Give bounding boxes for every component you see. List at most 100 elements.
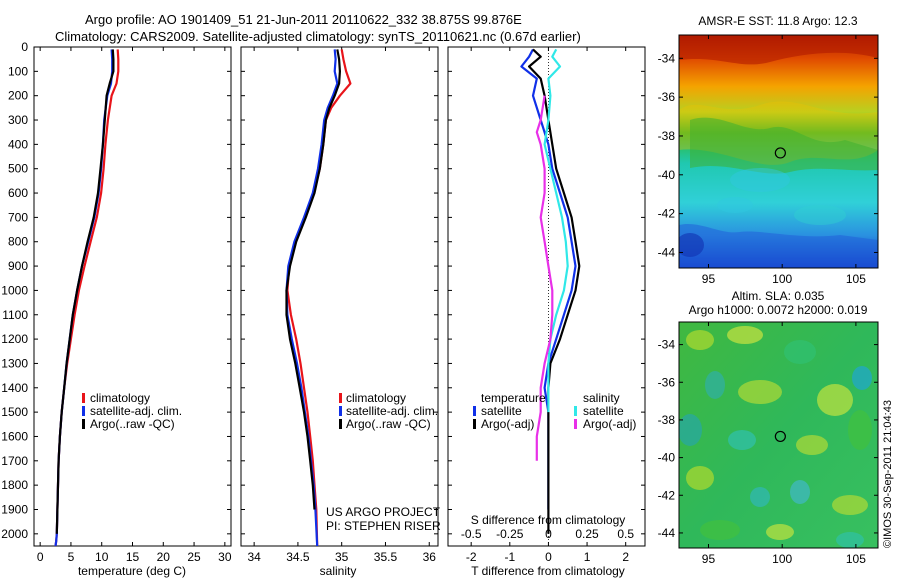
temperature-legend: climatology satellite-adj. clim. Argo(..…	[82, 391, 182, 431]
sst-map-frame	[678, 34, 879, 269]
depth-tick-label: 1400	[1, 381, 28, 395]
sla-anomaly-blob	[700, 520, 740, 540]
legend-label-temp-argo: Argo(-adj)	[481, 417, 534, 431]
lat-tick-label: -44	[658, 526, 676, 540]
lat-tick-label: -36	[658, 90, 676, 104]
difference-panel: -2 -1 0 1 2 -0.5 -0.25 0 0.25 0.5 T difference fr…	[447, 46, 646, 578]
lat-tick-label: -44	[658, 245, 676, 259]
sla-anomaly-blob	[790, 480, 810, 504]
temperature-x-axis: 0 5 10 15 20 25 30	[34, 46, 232, 564]
x-tick-label: 34	[247, 550, 261, 564]
depth-tick-label: 300	[8, 113, 28, 127]
lat-tick-label: -38	[658, 413, 676, 427]
argo-location-marker	[774, 430, 786, 443]
difference-x-axis: -2 -1 0 1 2 -0.5 -0.25 0 0.25 0.5	[448, 46, 645, 564]
legend-label-satellite-adj: satellite-adj. clim.	[346, 404, 438, 418]
legend-swatch-argo	[82, 419, 85, 429]
salinity-panel: 34 34.5 35 35.5 36 salinity climatology sate…	[240, 46, 441, 578]
legend-header-temperature: temperature	[481, 391, 546, 405]
x-tick-label: 36	[423, 550, 437, 564]
depth-tick-label: 1600	[1, 429, 28, 443]
s-difference-x-label: S difference from climatology	[471, 513, 626, 527]
legend-swatch-satellite-adj	[339, 406, 342, 416]
x2-tick-label: 0	[545, 527, 552, 541]
x-tick-label: 35	[335, 550, 349, 564]
legend-label-sal-satellite: satellite	[583, 404, 624, 418]
legend-swatch-temp-satellite	[473, 406, 476, 416]
depth-tick-label: 1900	[1, 502, 28, 516]
lat-tick-label: -38	[658, 129, 676, 143]
lat-tick-label: -40	[658, 168, 676, 182]
legend-swatch-sal-argo	[574, 419, 577, 429]
sla-anomaly-blob	[750, 487, 770, 507]
x-tick-label: 5	[68, 550, 75, 564]
sla-map-title-2: Argo h1000: 0.0072 h2000: 0.019	[689, 303, 868, 317]
sla-anomaly-blob	[738, 380, 782, 404]
salinity-legend: climatology satellite-adj. clim. Argo(..…	[339, 391, 438, 431]
sla-anomaly-blob	[832, 495, 868, 515]
legend-swatch-argo	[339, 419, 342, 429]
x2-tick-label: 0.5	[617, 527, 634, 541]
legend-label-climatology: climatology	[90, 391, 150, 405]
salinity-x-axis: 34 34.5 35 35.5 36	[241, 46, 438, 564]
lat-tick-label: -40	[658, 451, 676, 465]
salinity-series	[285, 49, 352, 546]
lon-tick-label: 95	[702, 272, 716, 286]
lat-tick-label: -34	[658, 338, 676, 352]
x-tick-label: 1	[584, 550, 591, 564]
depth-tick-label: 600	[8, 186, 28, 200]
depth-tick-label: 400	[8, 137, 28, 151]
argo-location-marker	[774, 147, 786, 159]
project-annotation-line-1: US ARGO PROJECT	[326, 505, 441, 519]
depth-tick-label: 500	[8, 162, 28, 176]
sla-anomaly-blob	[796, 435, 828, 455]
difference-legend: temperature salinity satellite Argo(-adj…	[473, 391, 636, 431]
sla-map-frame	[678, 321, 879, 549]
legend-header-salinity: salinity	[583, 391, 620, 405]
legend-swatch-temp-argo	[473, 419, 476, 429]
sla-anomaly-blob	[705, 371, 725, 399]
x-tick-label: 30	[218, 550, 232, 564]
lat-tick-label: -34	[658, 51, 676, 65]
lon-tick-label: 105	[846, 272, 866, 286]
x-tick-label: 34.5	[286, 550, 310, 564]
depth-tick-label: 200	[8, 89, 28, 103]
legend-label-argo: Argo(..raw -QC)	[346, 417, 431, 431]
legend-label-climatology: climatology	[346, 391, 406, 405]
sla-anomaly-blob	[727, 326, 763, 344]
sla-anomaly-blob	[686, 466, 714, 490]
sla-anomaly-blob	[766, 524, 794, 540]
depth-tick-label: 1800	[1, 478, 28, 492]
x-tick-label: 10	[95, 550, 109, 564]
difference-series	[520, 48, 581, 534]
series-line-temperature-satellite	[520, 48, 577, 510]
x-tick-label: -2	[466, 550, 477, 564]
salinity-plot-frame	[240, 46, 439, 547]
sla-anomaly-blob	[836, 532, 864, 548]
x-tick-label: 35.5	[374, 550, 398, 564]
figure-title-line-1: Argo profile: AO 1901409_51 21-Jun-2011 …	[85, 12, 522, 27]
depth-tick-label: 100	[8, 64, 28, 78]
sst-map-axes: -34 -36 -38 -40 -42 -44 95 100 105	[658, 35, 878, 286]
sla-map-title-1: Altim. SLA: 0.035	[732, 289, 825, 303]
temperature-x-label: temperature (deg C)	[78, 564, 186, 578]
salinity-x-label: salinity	[320, 564, 357, 578]
lat-tick-label: -42	[658, 488, 676, 502]
x2-tick-label: -0.5	[461, 527, 482, 541]
legend-swatch-sal-satellite	[574, 406, 577, 416]
legend-swatch-climatology	[339, 393, 342, 403]
x-tick-label: 2	[622, 550, 629, 564]
sla-anomaly-blobs	[679, 326, 872, 548]
series-line-argo-raw-qc-	[285, 49, 341, 510]
legend-label-satellite-adj: satellite-adj. clim.	[90, 404, 182, 418]
x-tick-label: 25	[187, 550, 201, 564]
depth-tick-label: 1500	[1, 405, 28, 419]
depth-tick-label: 2000	[1, 527, 28, 541]
sla-anomaly-blob	[848, 410, 872, 450]
depth-tick-label: 800	[8, 235, 28, 249]
t-difference-x-label: T difference from climatology	[471, 564, 625, 578]
legend-label-temp-satellite: satellite	[481, 404, 522, 418]
difference-plot-frame	[447, 46, 646, 547]
sla-field	[679, 322, 878, 548]
